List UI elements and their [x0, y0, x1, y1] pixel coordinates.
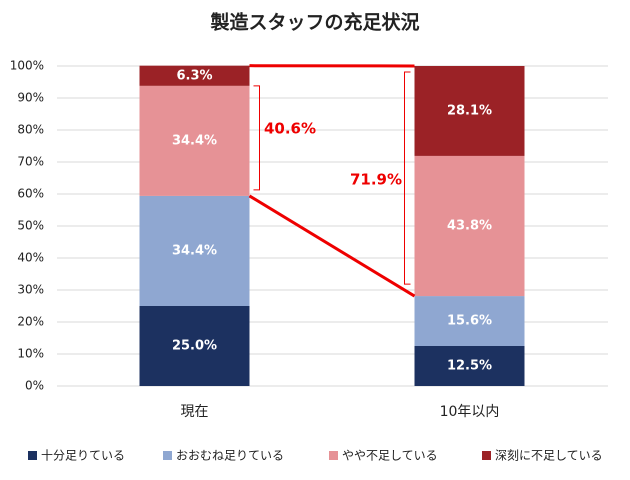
y-tick-label: 20% [17, 315, 44, 329]
bracket [404, 71, 411, 285]
annotation: 71.9% [350, 171, 402, 189]
legend-swatch [482, 451, 491, 460]
legend-label: おおむね足りている [176, 449, 284, 463]
value-label: 43.8% [447, 219, 492, 234]
bar-segment [139, 85, 250, 196]
value-label: 34.4% [172, 133, 217, 148]
y-tick-label: 90% [17, 91, 44, 105]
value-label: 34.4% [172, 243, 217, 258]
bracket [253, 85, 260, 191]
value-label: 28.1% [447, 103, 492, 118]
y-tick-label: 60% [17, 187, 44, 201]
bar-segment [414, 346, 525, 386]
value-label: 12.5% [447, 359, 492, 374]
bar-segment [414, 296, 525, 346]
connector-line [248, 194, 416, 298]
legend-swatch [28, 451, 37, 460]
chart-title: 製造スタッフの充足状況 [209, 11, 419, 34]
value-label: 25.0% [172, 339, 217, 354]
bar-segment [139, 306, 250, 386]
y-tick-label: 0% [25, 379, 44, 393]
bar-segment [139, 65, 250, 86]
y-tick-label: 30% [17, 283, 44, 297]
legend-swatch [329, 451, 338, 460]
bar-segment [139, 195, 250, 306]
legend-swatch [163, 451, 172, 460]
y-tick-label: 40% [17, 251, 44, 265]
legend-label: やや不足している [342, 449, 438, 463]
y-tick-label: 50% [17, 219, 44, 233]
value-label: 6.3% [176, 68, 212, 83]
y-tick-label: 10% [17, 347, 44, 361]
annotation: 40.6% [264, 120, 316, 138]
legend-label: 十分足りている [41, 449, 125, 463]
y-tick-label: 100% [10, 59, 44, 73]
y-tick-label: 70% [17, 155, 44, 169]
legend-label: 深刻に不足している [495, 449, 603, 463]
x-tick-label: 現在 [181, 404, 209, 420]
x-tick-label: 10年以内 [440, 404, 500, 420]
value-label: 15.6% [447, 314, 492, 329]
y-tick-label: 80% [17, 123, 44, 137]
bar-segment [414, 155, 525, 297]
bar-segment [414, 66, 525, 156]
